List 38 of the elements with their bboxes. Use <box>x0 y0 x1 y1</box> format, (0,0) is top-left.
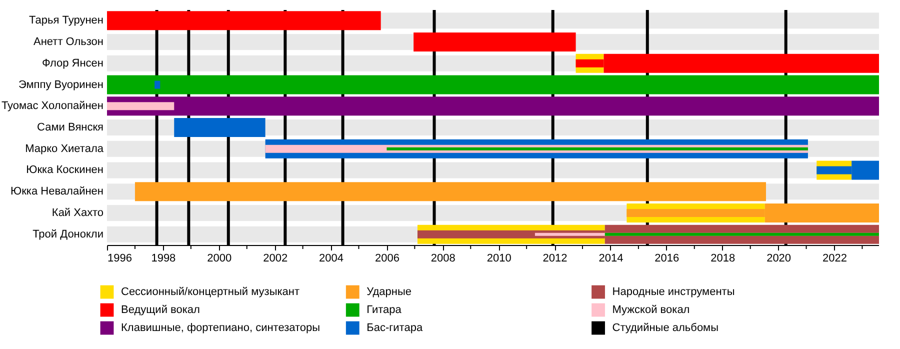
x-tick-label: 2014 <box>598 252 624 264</box>
x-tick-label: 2000 <box>207 252 232 264</box>
legend-label: Ведущий вокал <box>121 304 200 316</box>
x-tick-label: 2010 <box>486 252 512 264</box>
x-tick-label: 2020 <box>766 252 792 264</box>
x-tick-label: 2018 <box>710 252 736 264</box>
x-tick-label: 2002 <box>263 252 288 264</box>
x-tick-label: 1998 <box>151 252 176 264</box>
y-tick-label: Туомас Холопайнен <box>1 100 104 112</box>
y-tick-label: Флор Янсен <box>42 57 104 70</box>
x-tick-label: 2016 <box>654 252 680 264</box>
bar <box>604 232 879 236</box>
bar <box>386 147 808 150</box>
legend-label: Бас-гитара <box>366 322 424 334</box>
y-tick-label: Эмппу Вуоринен <box>18 78 104 91</box>
y-tick-label: Юкка Невалайнен <box>10 186 104 198</box>
x-tick-label: 1996 <box>108 252 132 264</box>
legend-label: Студийные альбомы <box>612 322 719 334</box>
bar <box>107 102 174 110</box>
y-tick-label: Анетт Ользон <box>34 36 104 48</box>
legend-label: Гитара <box>366 304 402 316</box>
legend-label: Мужской вокал <box>612 304 690 316</box>
x-tick-label: 2012 <box>542 252 568 264</box>
legend-label: Сессионный/концертный музыкант <box>121 286 300 298</box>
x-tick-label: 2006 <box>374 252 400 264</box>
legend-label: Народные инструменты <box>612 286 735 298</box>
legend-label: Ударные <box>366 286 412 298</box>
y-tick-label: Тарья Турунен <box>29 14 104 27</box>
y-tick-label: Кай Хахто <box>52 206 104 219</box>
y-tick-label: Трой Донокли <box>32 228 104 240</box>
y-tick-label: Юкка Коскинен <box>26 164 104 176</box>
x-tick-label: 2008 <box>430 252 456 264</box>
y-tick-label: Сами Вянскя <box>37 122 104 134</box>
y-tick-label: Марко Хиетала <box>25 142 104 155</box>
x-tick-label: 2022 <box>822 252 847 264</box>
bar <box>414 32 576 52</box>
legend-label: Клавишные, фортепиано, синтезаторы <box>121 322 320 334</box>
x-tick-label: 2004 <box>319 252 344 264</box>
